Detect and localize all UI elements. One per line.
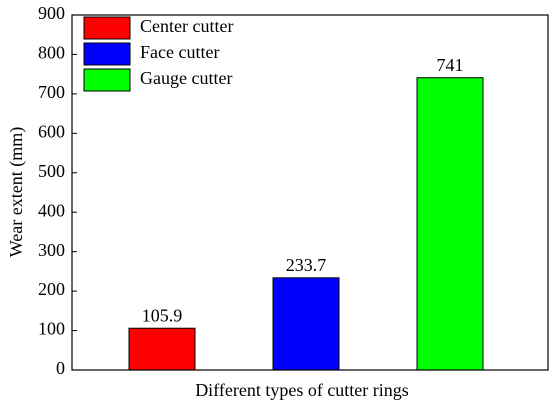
legend-swatch: [83, 16, 131, 40]
y-tick-label: 100: [38, 319, 65, 339]
y-tick-label: 800: [38, 43, 65, 63]
value-label: 105.9: [142, 305, 183, 325]
y-axis-label: Wear extent (mm): [6, 127, 27, 258]
legend-swatch: [83, 42, 131, 66]
value-label: 741: [437, 55, 464, 75]
y-tick-label: 200: [38, 279, 65, 299]
legend-label: Gauge cutter: [140, 68, 232, 88]
value-label: 233.7: [286, 255, 327, 275]
y-tick-label: 900: [38, 3, 65, 23]
y-tick-label: 400: [38, 200, 65, 220]
y-tick-label: 500: [38, 161, 65, 181]
legend-label: Face cutter: [140, 42, 219, 62]
plot-frame: [71, 14, 549, 371]
legend-swatch: [83, 68, 131, 92]
bar: [416, 77, 484, 371]
y-tick-label: 600: [38, 121, 65, 141]
legend-label: Center cutter: [140, 16, 233, 36]
y-tick-label: 0: [56, 358, 65, 378]
y-tick-label: 300: [38, 240, 65, 260]
y-tick-label: 700: [38, 82, 65, 102]
x-axis-label: Different types of cutter rings: [195, 380, 409, 400]
bar: [272, 277, 340, 371]
bar: [128, 327, 196, 371]
